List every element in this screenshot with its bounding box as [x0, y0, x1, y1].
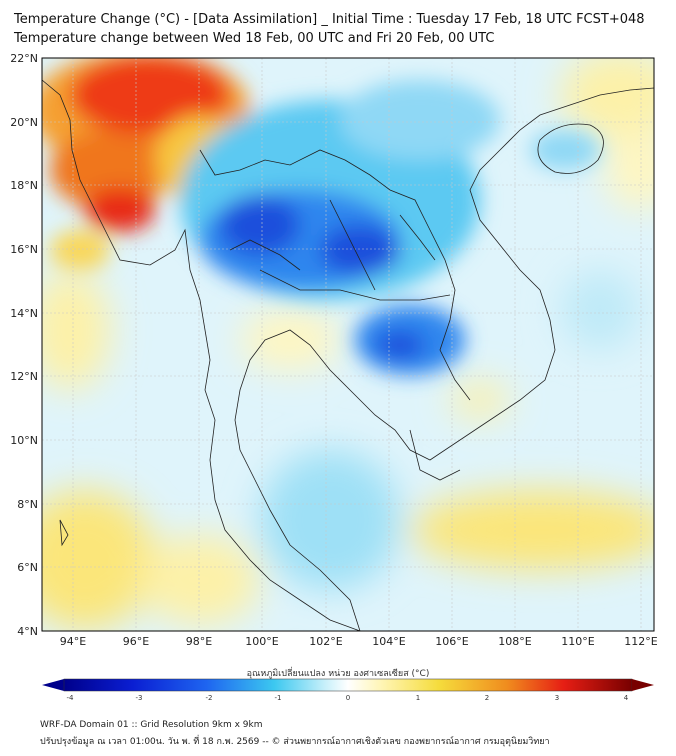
colorbar-tick-4: 4	[624, 694, 629, 702]
colorbar-tick-2: 2	[485, 694, 489, 702]
colorbar-tick-neg2: -2	[206, 694, 213, 702]
lat-label-16: 16°N	[10, 243, 38, 256]
lon-label-110: 110°E	[561, 635, 594, 648]
lat-label-8: 8°N	[17, 498, 38, 511]
temperature-field	[42, 58, 654, 631]
lon-label-96: 96°E	[123, 635, 149, 648]
lat-label-6: 6°N	[17, 561, 38, 574]
colorbar-tick-3: 3	[555, 694, 559, 702]
map-gridlines	[42, 58, 654, 631]
colorbar-max-arrow	[632, 679, 654, 691]
map-frame	[41, 57, 655, 632]
lon-label-102: 102°E	[309, 635, 342, 648]
colorbar-tick-1: 1	[416, 694, 420, 702]
lon-label-100: 100°E	[245, 635, 278, 648]
lat-label-12: 12°N	[10, 370, 38, 383]
lat-label-20: 20°N	[10, 116, 38, 129]
footer-domain-info: WRF-DA Domain 01 :: Grid Resolution 9km …	[40, 720, 263, 730]
lon-label-104: 104°E	[372, 635, 405, 648]
colorbar: -4 -3 -2 -1 0 1 2 3 4	[42, 678, 654, 702]
chart-title-line2: Temperature change between Wed 18 Feb, 0…	[14, 31, 495, 46]
colorbar-label: อุณหภูมิเปลี่ยนแปลง หน่วย องศาเซลเซียส (…	[246, 669, 430, 679]
colorbar-tick-neg3: -3	[136, 694, 143, 702]
lat-label-10: 10°N	[10, 434, 38, 447]
lon-label-98: 98°E	[186, 635, 212, 648]
colorbar-tick-neg4: -4	[67, 694, 75, 702]
lat-axis: 22°N 20°N 18°N 16°N 14°N 12°N 10°N 8°N 6…	[10, 52, 38, 638]
lat-label-22: 22°N	[10, 52, 38, 65]
chart-title-line1: Temperature Change (°C) - [Data Assimila…	[14, 12, 645, 27]
lon-label-94: 94°E	[60, 635, 86, 648]
lon-label-108: 108°E	[498, 635, 531, 648]
lat-label-4: 4°N	[17, 625, 38, 638]
footer-update-info: ปรับปรุงข้อมูล ณ เวลา 01:00น. วัน พ. ที่…	[40, 737, 550, 747]
lon-axis: 94°E 96°E 98°E 100°E 102°E 104°E 106°E 1…	[60, 635, 658, 648]
colorbar-gradient	[63, 678, 633, 692]
colorbar-tick-neg1: -1	[275, 694, 282, 702]
colorbar-tick-0: 0	[346, 694, 350, 702]
lon-label-112: 112°E	[624, 635, 657, 648]
lat-label-18: 18°N	[10, 179, 38, 192]
lon-label-106: 106°E	[435, 635, 468, 648]
coastlines	[42, 79, 654, 631]
colorbar-min-arrow	[42, 679, 64, 691]
lat-label-14: 14°N	[10, 307, 38, 320]
